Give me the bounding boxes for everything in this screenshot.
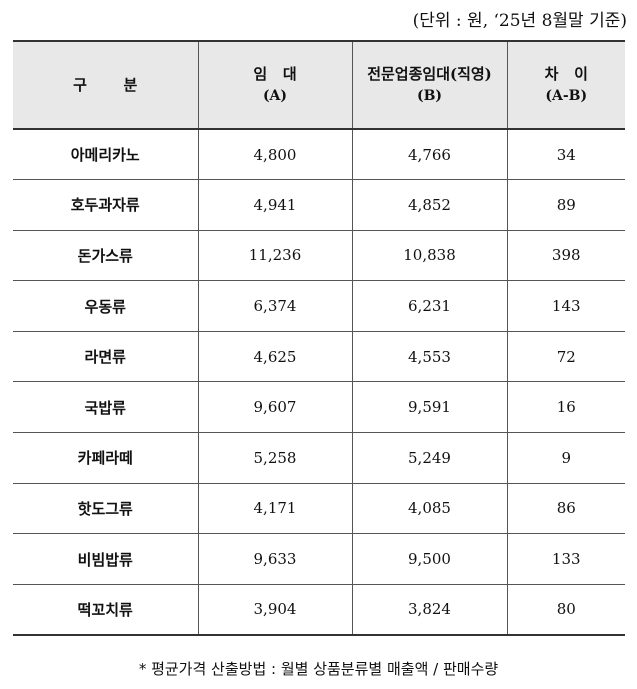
cell-b: 9,500 <box>351 533 508 585</box>
cell-b: 9,591 <box>351 381 508 433</box>
cell-a: 9,633 <box>197 533 353 585</box>
cell-a: 5,258 <box>197 432 353 484</box>
cell-diff: 72 <box>506 331 625 382</box>
table-header-row: 구 분 임 대 (A) 전문업종임대(직영) (B) 차 이 (A-B) <box>13 41 625 129</box>
cell-b: 4,085 <box>351 483 508 534</box>
cell-diff: 398 <box>506 230 625 281</box>
cell-a: 4,800 <box>197 129 353 180</box>
footnote: * 평균가격 산출방법 : 월별 상품분류별 매출액 / 판매수량 <box>138 660 499 678</box>
table-row: 우동류 6,374 6,231 143 <box>13 280 625 332</box>
unit-note: (단위 : 원, ‘25년 8월말 기준) <box>412 11 627 31</box>
cell-category: 돈가스류 <box>13 230 199 281</box>
cell-b: 6,231 <box>351 280 508 332</box>
cell-b: 3,824 <box>351 584 508 635</box>
cell-diff: 9 <box>506 432 625 484</box>
cell-diff: 34 <box>506 129 625 180</box>
table-row: 떡꼬치류 3,904 3,824 80 <box>13 584 625 635</box>
cell-category: 핫도그류 <box>13 483 199 534</box>
table-row: 호두과자류 4,941 4,852 89 <box>13 179 625 231</box>
table-row: 핫도그류 4,171 4,085 86 <box>13 483 625 534</box>
cell-diff: 143 <box>506 280 625 332</box>
cell-a: 11,236 <box>197 230 353 281</box>
table-row: 아메리카노 4,800 4,766 34 <box>13 129 625 180</box>
header-category: 구 분 <box>13 41 199 129</box>
table-row: 국밥류 9,607 9,591 16 <box>13 381 625 433</box>
cell-category: 카페라떼 <box>13 432 199 484</box>
header-difference: 차 이 (A-B) <box>506 41 625 129</box>
cell-category: 호두과자류 <box>13 179 199 231</box>
cell-diff: 86 <box>506 483 625 534</box>
cell-category: 떡꼬치류 <box>13 584 199 635</box>
cell-category: 국밥류 <box>13 381 199 433</box>
cell-b: 4,553 <box>351 331 508 382</box>
cell-b: 10,838 <box>351 230 508 281</box>
cell-a: 6,374 <box>197 280 353 332</box>
price-comparison-table: 구 분 임 대 (A) 전문업종임대(직영) (B) 차 이 (A-B) 아메리카노 4… <box>13 40 625 636</box>
cell-a: 4,171 <box>197 483 353 534</box>
header-direct-lease: 전문업종임대(직영) (B) <box>351 41 508 129</box>
cell-b: 4,852 <box>351 179 508 231</box>
cell-a: 4,625 <box>197 331 353 382</box>
cell-category: 아메리카노 <box>13 129 199 180</box>
table-row: 카페라떼 5,258 5,249 9 <box>13 432 625 484</box>
cell-category: 우동류 <box>13 280 199 332</box>
cell-b: 4,766 <box>351 129 508 180</box>
cell-diff: 133 <box>506 533 625 585</box>
table-row: 돈가스류 11,236 10,838 398 <box>13 230 625 281</box>
cell-category: 라면류 <box>13 331 199 382</box>
cell-diff: 16 <box>506 381 625 433</box>
header-lease: 임 대 (A) <box>197 41 353 129</box>
cell-category: 비빔밥류 <box>13 533 199 585</box>
cell-a: 3,904 <box>197 584 353 635</box>
cell-a: 9,607 <box>197 381 353 433</box>
cell-diff: 80 <box>506 584 625 635</box>
cell-diff: 89 <box>506 179 625 231</box>
table-row: 비빔밥류 9,633 9,500 133 <box>13 533 625 585</box>
cell-a: 4,941 <box>197 179 353 231</box>
table-row: 라면류 4,625 4,553 72 <box>13 331 625 382</box>
cell-b: 5,249 <box>351 432 508 484</box>
